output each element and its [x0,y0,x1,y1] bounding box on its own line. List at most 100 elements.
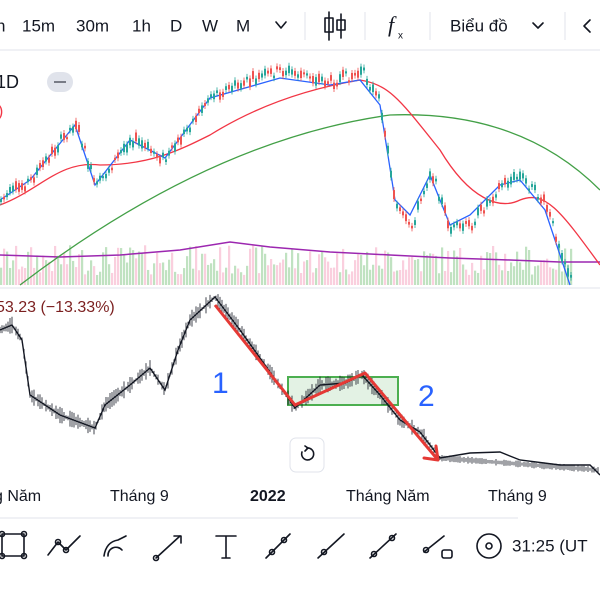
volume-bar [423,251,426,285]
volume-bar [12,260,15,285]
reset-icon-head [304,445,309,452]
annotation: 1 [212,367,229,400]
candle-body [36,167,38,175]
volume-bar [270,259,273,285]
interval-button[interactable]: 1h [132,16,151,35]
candle-body [51,146,53,154]
chart-type-button[interactable]: Biểu đồ [450,16,508,35]
candle-body [39,163,41,169]
candle-body [288,65,290,74]
volume-bar [375,247,378,285]
candle-body [450,226,452,234]
volume-bar [177,274,180,285]
candle-body [426,183,428,188]
candle-body [465,221,467,224]
interval-dropdown[interactable] [275,21,287,29]
volume-bar [192,268,195,285]
volume-bar [198,270,201,285]
candle-body [6,193,8,198]
volume-bar [195,246,198,285]
candle-body [564,261,566,265]
volume-bar [528,250,531,285]
volume-bar [291,249,294,285]
candle-body [375,91,377,96]
candle-body [315,77,317,86]
volume-bar [492,245,495,285]
candle-body [150,148,152,153]
candle-body [459,223,461,229]
reset-button[interactable] [289,437,325,473]
candle-body [216,90,218,94]
candle-body [429,171,431,180]
interval-button[interactable]: 15m [22,16,55,35]
volume-bar [90,260,93,285]
candle-body [570,274,572,278]
volume-bar [222,272,225,285]
candle-body [174,143,176,152]
volume-bar [123,254,126,285]
volume-bar [237,268,240,285]
drawing-tools[interactable] [0,530,502,562]
volume-bar [159,263,162,285]
volume-bar [468,274,471,285]
volume-bar [420,271,423,285]
candle-body [369,86,371,91]
volume-bar [546,258,549,285]
volume-bar [228,245,231,285]
candle-body [273,75,275,79]
volume-bar [477,272,480,285]
volume-bar [117,247,120,285]
candle-body [366,78,368,85]
candle-body [543,194,545,202]
trend-arrow[interactable] [213,304,440,461]
volume-bar [171,252,174,285]
candle-body [516,176,518,180]
candle-body [210,94,212,98]
interval-button[interactable]: D [170,16,182,35]
more-icon[interactable] [583,19,591,33]
candle-body [276,66,278,70]
candle-body [342,69,344,77]
candle-body [147,141,149,149]
candle-body [435,178,437,182]
volume-bar [231,273,234,285]
candle-body [75,120,77,130]
volume-bar [483,269,486,285]
candle-body [153,151,155,154]
interval-button[interactable]: h [0,16,5,35]
interval-button[interactable]: M [236,16,250,35]
candle-body [471,225,473,231]
volume-bar [480,255,483,285]
candle-body [534,184,536,191]
volume-bar [153,263,156,285]
volume-bar [444,270,447,285]
volume-bar [522,269,525,285]
candle-body [468,220,470,227]
candle-body [462,223,464,231]
interval-button[interactable]: W [202,16,218,35]
candle-body [180,136,182,145]
volume-bar [81,250,84,285]
volume-bar [15,245,18,285]
candle-body [222,91,224,97]
volume-bar [3,248,6,285]
volume-bar [411,256,414,285]
volume-bar [33,267,36,285]
candle-body [339,74,341,83]
candle-body [57,145,59,153]
candles-icon[interactable] [324,11,346,41]
candle-body [399,207,401,212]
candle-body [9,187,11,193]
candle-body [201,105,203,113]
candle-body [396,203,398,209]
volume-bar [246,265,249,285]
chart-type-dropdown[interactable] [532,22,544,29]
volume-bar [441,247,444,285]
indicators-icon[interactable]: f [388,12,397,37]
volume-bar [201,253,204,285]
candle-body [285,70,287,76]
candle-body [507,180,509,188]
candle-body [504,177,506,185]
interval-button[interactable]: 30m [76,16,109,35]
